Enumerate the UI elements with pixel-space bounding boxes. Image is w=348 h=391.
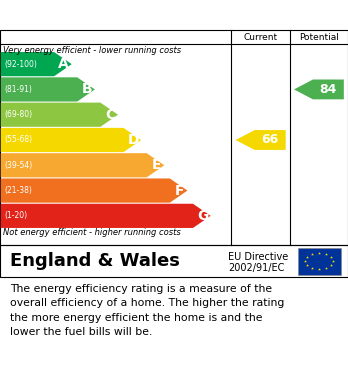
Text: The energy efficiency rating is a measure of the
overall efficiency of a home. T: The energy efficiency rating is a measur…: [10, 284, 285, 337]
Polygon shape: [294, 79, 344, 99]
Text: A: A: [58, 57, 69, 71]
Text: E: E: [152, 158, 161, 172]
Text: C: C: [105, 108, 115, 122]
Text: Very energy efficient - lower running costs: Very energy efficient - lower running co…: [3, 46, 182, 55]
Text: Current: Current: [244, 33, 278, 42]
Text: F: F: [175, 183, 184, 197]
Text: EU Directive: EU Directive: [228, 252, 288, 262]
Text: 66: 66: [262, 133, 279, 147]
Text: (55-68): (55-68): [4, 136, 32, 145]
Text: D: D: [127, 133, 139, 147]
Polygon shape: [1, 153, 164, 178]
Text: (81-91): (81-91): [4, 85, 32, 94]
Text: (69-80): (69-80): [4, 110, 32, 119]
Text: Not energy efficient - higher running costs: Not energy efficient - higher running co…: [3, 228, 181, 237]
Polygon shape: [1, 52, 72, 76]
Text: 2002/91/EC: 2002/91/EC: [228, 263, 284, 273]
Polygon shape: [1, 77, 95, 102]
Text: (1-20): (1-20): [4, 212, 27, 221]
Polygon shape: [1, 178, 188, 203]
Text: G: G: [197, 209, 208, 223]
Polygon shape: [1, 204, 211, 228]
Polygon shape: [1, 128, 141, 152]
Text: Energy Efficiency Rating: Energy Efficiency Rating: [10, 7, 220, 23]
Text: (21-38): (21-38): [4, 186, 32, 195]
FancyBboxPatch shape: [298, 248, 341, 274]
Text: Potential: Potential: [299, 33, 339, 42]
Polygon shape: [236, 130, 286, 150]
Text: (39-54): (39-54): [4, 161, 32, 170]
Text: B: B: [82, 83, 92, 97]
Text: 84: 84: [320, 83, 337, 96]
Text: (92-100): (92-100): [4, 60, 37, 69]
Text: England & Wales: England & Wales: [10, 252, 180, 270]
Polygon shape: [1, 102, 118, 127]
